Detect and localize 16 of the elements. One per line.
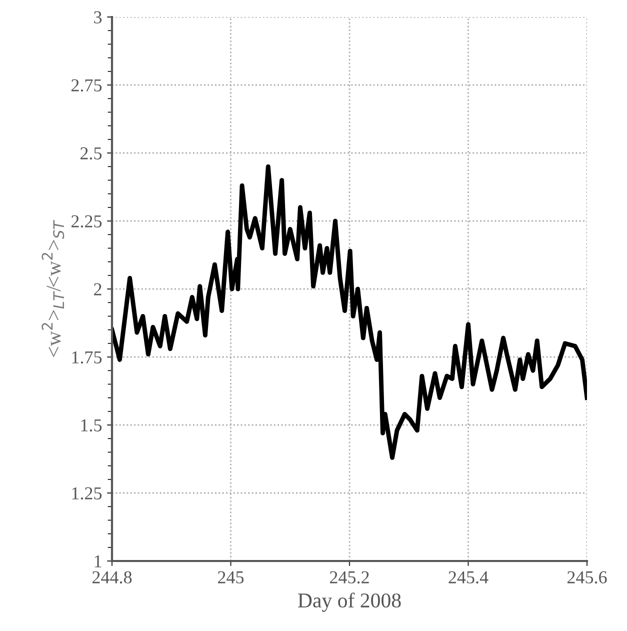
y-tick-label: 1.5: [81, 419, 102, 432]
y-tick-label: 1.75: [72, 351, 102, 364]
y-tick-label: 2.5: [80, 147, 102, 160]
x-tick-label: 245.6: [567, 571, 607, 584]
x-tick-label: 244.8: [92, 571, 132, 584]
x-tick-label: 245: [218, 571, 244, 584]
x-tick-label: 245.4: [448, 571, 488, 584]
y-axis-title: <w$^{2}$>$_{LT}$/<w$^{2}$>$_{ST}$: [42, 220, 64, 357]
x-tick-label: 245.2: [330, 571, 369, 584]
y-tick-label: 2.75: [71, 79, 102, 92]
y-tick-label: 2: [94, 283, 102, 296]
y-tick-label: 2.25: [71, 215, 102, 228]
y-tick-label: 3: [94, 11, 102, 24]
x-axis-title: Day of 2008: [298, 592, 401, 612]
y-tick-label: 1: [94, 555, 102, 568]
y-tick-label: 1.25: [72, 487, 102, 500]
